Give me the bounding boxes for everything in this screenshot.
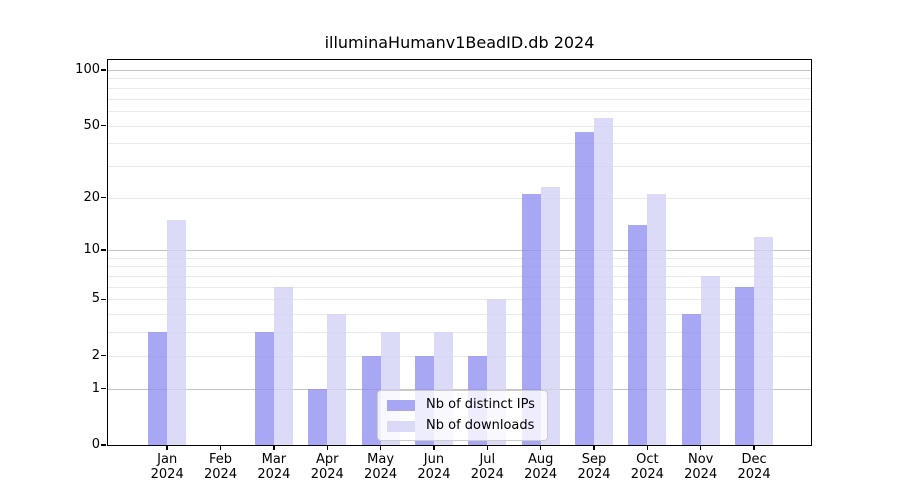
bar-downloads-apr [327, 314, 347, 445]
y-tick-mark-20 [101, 196, 106, 199]
bar-downloads-nov [700, 276, 720, 445]
bar-downloads-jan [167, 219, 187, 445]
bar-downloads-sep [594, 117, 613, 445]
x-tick-mark-dec [753, 445, 755, 450]
x-tick-mark-may [379, 445, 382, 450]
x-tick-mark-jan [166, 445, 168, 450]
x-tick-mark-apr [326, 445, 328, 450]
bar-distinct-ips-dec [735, 286, 755, 445]
x-tick-mark-aug [539, 445, 542, 450]
x-tick-label-jun: Jun 2024 [417, 452, 451, 482]
x-tick-label-aug: Aug 2024 [524, 452, 558, 482]
x-tick-mark-jun [433, 445, 435, 450]
minor-gridline-4 [108, 314, 811, 316]
x-tick-label-sep: Sep 2024 [577, 452, 611, 482]
bar-distinct-ips-oct [628, 224, 648, 445]
major-gridline-100 [108, 69, 811, 71]
bar-distinct-ips-may [361, 355, 381, 445]
y-tick-label-1: 1 [91, 380, 100, 396]
y-tick-label-2: 2 [91, 347, 100, 363]
minor-gridline-20 [108, 197, 811, 199]
minor-gridline-60 [108, 110, 811, 112]
y-tick-label-100: 100 [75, 61, 100, 77]
y-tick-mark-5 [101, 298, 106, 301]
minor-gridline-2 [108, 355, 811, 357]
x-tick-mark-oct [646, 445, 649, 450]
y-tick-mark-100 [101, 69, 106, 71]
bar-distinct-ips-mar [254, 332, 274, 445]
x-tick-label-feb: Feb 2024 [204, 452, 238, 482]
x-tick-label-dec: Dec 2024 [737, 452, 771, 482]
x-tick-label-nov: Nov 2024 [684, 452, 718, 482]
minor-gridline-80 [108, 87, 811, 89]
y-tick-label-0: 0 [91, 437, 100, 452]
x-tick-mark-sep [593, 445, 595, 450]
major-gridline-1 [108, 388, 811, 390]
plot-area [108, 60, 811, 445]
x-tick-label-apr: Apr 2024 [310, 452, 344, 482]
y-tick-mark-2 [101, 354, 106, 357]
minor-gridline-5 [108, 299, 811, 301]
legend-label-distinct-ips: Nb of distinct IPs [426, 397, 535, 412]
bar-distinct-ips-nov [681, 314, 701, 445]
bar-distinct-ips-aug [521, 193, 541, 445]
minor-gridline-50 [108, 125, 811, 127]
major-gridline-10 [108, 250, 811, 252]
minor-gridline-7 [108, 276, 811, 278]
y-tick-mark-10 [101, 249, 106, 251]
bar-downloads-mar [273, 286, 293, 445]
chart-title: illuminaHumanv1BeadID.db 2024 [324, 33, 595, 52]
x-tick-mark-feb [219, 445, 222, 450]
bar-distinct-ips-apr [308, 388, 328, 445]
y-tick-mark-1 [101, 387, 106, 390]
minor-gridline-3 [108, 332, 811, 334]
bar-downloads-dec [754, 236, 774, 445]
legend-swatch-downloads [387, 420, 415, 432]
y-tick-label-50: 50 [83, 117, 100, 133]
x-tick-label-jan: Jan 2024 [150, 452, 184, 482]
minor-gridline-40 [108, 143, 811, 145]
x-tick-label-may: May 2024 [364, 452, 398, 482]
minor-gridline-90 [108, 78, 811, 80]
y-tick-mark-50 [101, 124, 106, 127]
bar-downloads-aug [540, 186, 560, 445]
y-tick-label-5: 5 [91, 291, 100, 307]
y-tick-mark-0 [101, 444, 106, 446]
legend-item-distinct-ips: Nb of distinct IPs [387, 397, 535, 413]
legend-item-downloads: Nb of downloads [387, 418, 535, 434]
minor-gridline-8 [108, 266, 811, 268]
y-tick-label-20: 20 [83, 189, 100, 205]
x-tick-label-mar: Mar 2024 [257, 452, 291, 482]
minor-gridline-30 [108, 165, 811, 167]
minor-gridline-6 [108, 286, 811, 288]
legend-swatch-distinct-ips [387, 399, 415, 411]
bar-distinct-ips-jan [148, 332, 168, 445]
x-tick-mark-mar [273, 445, 275, 450]
x-tick-mark-jul [486, 445, 489, 450]
y-tick-label-10: 10 [83, 242, 100, 258]
bar-distinct-ips-sep [575, 132, 594, 445]
minor-gridline-9 [108, 257, 811, 259]
bar-downloads-oct [647, 193, 667, 445]
x-tick-mark-nov [699, 445, 702, 450]
legend-label-downloads: Nb of downloads [426, 418, 535, 433]
x-tick-label-oct: Oct 2024 [630, 452, 664, 482]
legend: Nb of distinct IPs Nb of downloads [377, 390, 548, 441]
x-tick-label-jul: Jul 2024 [470, 452, 504, 482]
minor-gridline-70 [108, 98, 811, 100]
